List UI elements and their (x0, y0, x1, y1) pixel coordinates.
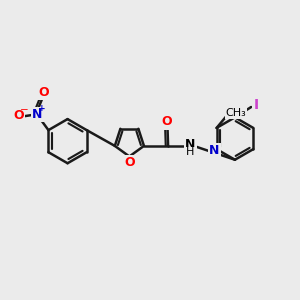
Text: CH₃: CH₃ (225, 108, 246, 118)
Text: O: O (162, 115, 172, 128)
Text: O: O (14, 109, 24, 122)
Text: +: + (38, 104, 46, 113)
Text: O: O (39, 86, 49, 99)
Text: N: N (185, 138, 196, 151)
Text: −: − (20, 105, 28, 115)
Text: N: N (209, 144, 219, 157)
Text: O: O (124, 156, 135, 169)
Text: N: N (32, 108, 42, 121)
Text: H: H (186, 147, 195, 158)
Text: I: I (254, 98, 259, 112)
